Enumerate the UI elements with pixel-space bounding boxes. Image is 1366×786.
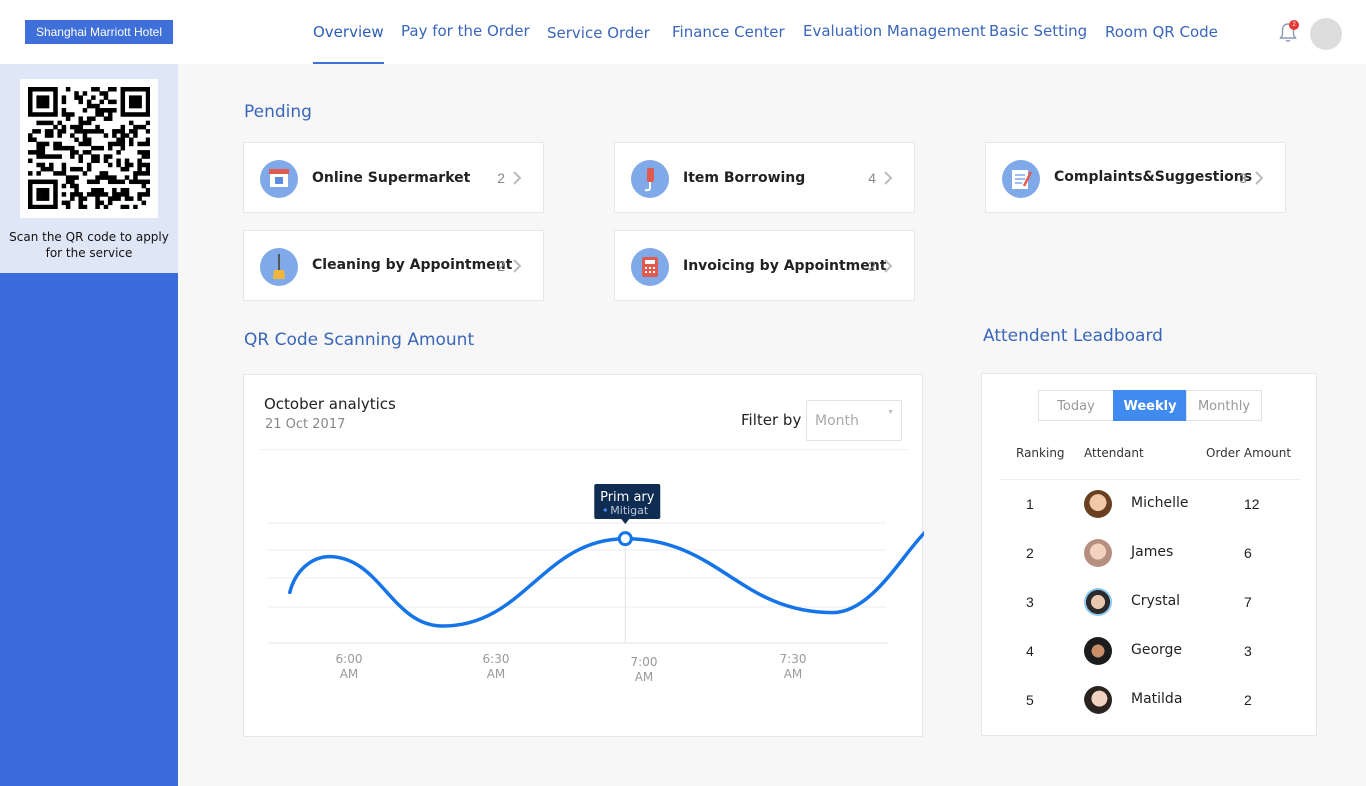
x-tick-label: 6:00 AM <box>336 652 363 681</box>
x-tick-label: 7:30 AM <box>780 652 807 681</box>
row-rank: 4 <box>1026 643 1034 659</box>
chevron-right-icon <box>884 171 893 185</box>
pending-card-complaints-suggestions[interactable]: Complaints&Suggestions 3 <box>985 142 1286 213</box>
row-name: George <box>1131 642 1183 658</box>
pending-count: 4 <box>868 170 876 186</box>
chevron-right-icon <box>884 259 893 273</box>
tab-weekly[interactable]: Weekly <box>1113 390 1187 421</box>
row-amount: 6 <box>1244 545 1252 561</box>
series-line <box>288 531 924 628</box>
pending-card-cleaning-by-appointment[interactable]: Cleaning by Appointment 2 <box>243 230 544 301</box>
pending-label: Item Borrowing <box>683 170 806 186</box>
row-rank: 1 <box>1026 496 1034 512</box>
row-rank: 5 <box>1026 692 1034 708</box>
row-rank: 2 <box>1026 545 1034 561</box>
pending-title: Pending <box>244 102 312 122</box>
pending-card-item-borrowing[interactable]: Item Borrowing 4 <box>614 142 915 213</box>
user-avatar[interactable] <box>1310 18 1342 50</box>
tab-monthly[interactable]: Monthly <box>1186 390 1262 421</box>
invoice-icon <box>631 248 669 286</box>
chevron-right-icon <box>1255 171 1264 185</box>
borrow-icon <box>631 160 669 198</box>
pending-card-online-supermarket[interactable]: Online Supermarket 2 <box>243 142 544 213</box>
nav-basic-setting[interactable]: Basic Setting <box>989 22 1088 40</box>
row-amount: 2 <box>1244 692 1252 708</box>
chevron-right-icon <box>513 171 522 185</box>
leaderboard-row[interactable]: 4 George 3 <box>982 627 1318 676</box>
x-tick-label: 7:00 AM <box>631 655 658 684</box>
pending-label: Invoicing by Appointment <box>683 258 887 274</box>
nav-overview[interactable]: Overview <box>313 0 384 64</box>
filter-value: Month <box>815 413 859 429</box>
column-attendant: Attendant <box>1084 446 1144 460</box>
x-tick-label: 6:30 AM <box>483 652 510 681</box>
notification-badge: 2 <box>1289 20 1299 30</box>
highlight-point[interactable] <box>617 531 633 547</box>
analytics-title: October analytics <box>264 395 396 413</box>
row-amount: 12 <box>1244 496 1260 512</box>
qr-panel: Scan the QR code to apply for the servic… <box>0 64 178 273</box>
attendant-avatar <box>1084 588 1112 616</box>
pending-count: 2 <box>497 170 505 186</box>
shop-icon <box>260 160 298 198</box>
column-order-amount: Order Amount <box>1206 446 1292 460</box>
column-ranking: Ranking <box>1016 446 1065 460</box>
pending-label: Cleaning by Appointment <box>312 257 513 273</box>
tooltip-title: Prim ary <box>600 490 655 505</box>
analytics-panel: October analytics 21 Oct 2017 Filter by … <box>243 374 924 737</box>
nav-evaluation-management[interactable]: Evaluation Management <box>803 22 986 40</box>
attendant-avatar <box>1084 686 1112 714</box>
qr-caption: Scan the QR code to apply for the servic… <box>9 230 169 260</box>
row-rank: 3 <box>1026 594 1034 610</box>
chevron-right-icon <box>513 259 522 273</box>
row-name: Matilda <box>1131 691 1183 707</box>
qr-code-icon <box>28 87 150 209</box>
dropdown-arrow-icon: ▼ <box>887 409 894 416</box>
row-name: Michelle <box>1131 495 1189 511</box>
attendant-avatar <box>1084 637 1112 665</box>
tooltip-series: Mitigat <box>610 504 649 517</box>
pending-count: 2 <box>868 258 876 274</box>
qr-code-image <box>20 79 158 218</box>
row-amount: 3 <box>1244 643 1252 659</box>
attendant-avatar <box>1084 539 1112 567</box>
header-divider <box>1000 479 1300 480</box>
nav-pay-for-the-order[interactable]: Pay for the Order <box>401 22 530 40</box>
pending-label: Complaints&Suggestions <box>1054 169 1253 185</box>
leaderboard-row[interactable]: 3 Crystal 7 <box>982 578 1318 627</box>
feedback-icon <box>1002 160 1040 198</box>
pending-count: 2 <box>497 258 505 274</box>
row-amount: 7 <box>1244 594 1252 610</box>
leaderboard-row[interactable]: 2 James 6 <box>982 529 1318 578</box>
row-name: James <box>1131 544 1174 560</box>
broom-icon <box>260 248 298 286</box>
hotel-brand[interactable]: Shanghai Marriott Hotel <box>25 20 173 44</box>
tab-today[interactable]: Today <box>1038 390 1114 421</box>
nav-service-order[interactable]: Service Order <box>547 24 650 42</box>
pending-card-invoicing-by-appointment[interactable]: Invoicing by Appointment 2 <box>614 230 915 301</box>
leaderboard-row[interactable]: 5 Matilda 2 <box>982 676 1318 725</box>
leaderboard-panel: Today Weekly Monthly Ranking Attendant O… <box>981 373 1317 736</box>
pending-label: Online Supermarket <box>312 170 471 186</box>
attendant-avatar <box>1084 490 1112 518</box>
nav-room-qr-code[interactable]: Room QR Code <box>1105 23 1218 41</box>
filter-label: Filter by <box>741 411 802 429</box>
row-name: Crystal <box>1131 593 1181 609</box>
leaderboard-title: Attendent Leadboard <box>983 326 1163 346</box>
analytics-date: 21 Oct 2017 <box>265 417 346 432</box>
leaderboard-row[interactable]: 1 Michelle 12 <box>982 480 1318 529</box>
sidebar: Scan the QR code to apply for the servic… <box>0 64 178 786</box>
filter-month-select[interactable]: Month ▼ <box>806 400 902 441</box>
pending-count: 3 <box>1239 170 1247 186</box>
top-header: Shanghai Marriott Hotel Overview Pay for… <box>0 0 1366 64</box>
chart-divider <box>260 449 908 450</box>
nav-finance-center[interactable]: Finance Center <box>672 23 785 41</box>
qr-scanning-title: QR Code Scanning Amount <box>244 330 475 350</box>
